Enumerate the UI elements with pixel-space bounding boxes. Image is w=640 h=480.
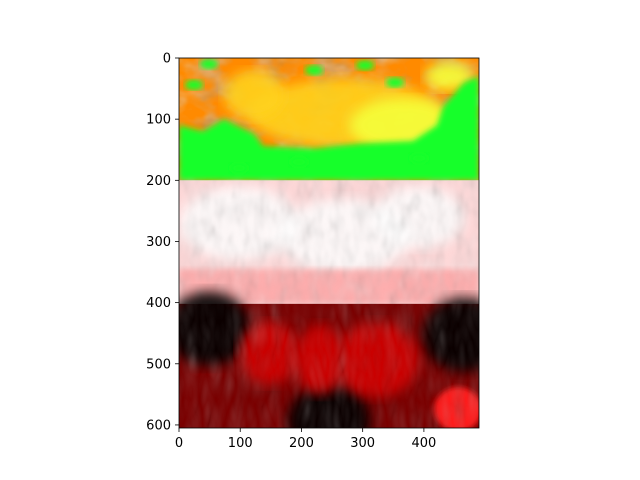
x-tick-label: 0 bbox=[175, 436, 183, 451]
y-tick-label: 300 bbox=[146, 235, 171, 250]
y-axis: 0 100 200 300 400 500 600 bbox=[146, 52, 179, 433]
band-1-bright-region bbox=[224, 70, 284, 120]
band-1-green-region bbox=[179, 76, 479, 181]
band-1-green-speck bbox=[356, 60, 374, 71]
x-tick-label: 400 bbox=[411, 436, 436, 451]
x-axis: 0 100 200 300 400 bbox=[175, 428, 436, 451]
y-tick-label: 600 bbox=[146, 418, 171, 433]
band-1-bright-region bbox=[425, 61, 473, 92]
band-1-green-speck bbox=[305, 65, 323, 76]
x-tick-label: 300 bbox=[350, 436, 375, 451]
x-tick-label: 100 bbox=[228, 436, 253, 451]
band-1-green-speck bbox=[230, 163, 248, 174]
y-tick-label: 100 bbox=[146, 113, 171, 128]
false-color-band bbox=[179, 58, 479, 181]
band-1-green-speck bbox=[200, 59, 218, 70]
band-1-green-speck bbox=[290, 156, 308, 167]
y-tick-label: 200 bbox=[146, 174, 171, 189]
band-2-texture bbox=[179, 180, 479, 304]
band-1-green-speck bbox=[185, 79, 203, 90]
plot-area bbox=[179, 58, 479, 428]
dark-red-band bbox=[179, 291, 479, 428]
light-red-band bbox=[179, 180, 479, 304]
y-tick-label: 400 bbox=[146, 296, 171, 311]
band-3-texture bbox=[179, 303, 479, 428]
y-tick-label: 500 bbox=[146, 357, 171, 372]
band-1-green-speck bbox=[410, 153, 428, 164]
y-tick-label: 0 bbox=[163, 52, 171, 67]
axes-frame bbox=[178, 57, 480, 429]
x-tick-label: 200 bbox=[289, 436, 314, 451]
band-1-green-speck bbox=[386, 77, 404, 88]
